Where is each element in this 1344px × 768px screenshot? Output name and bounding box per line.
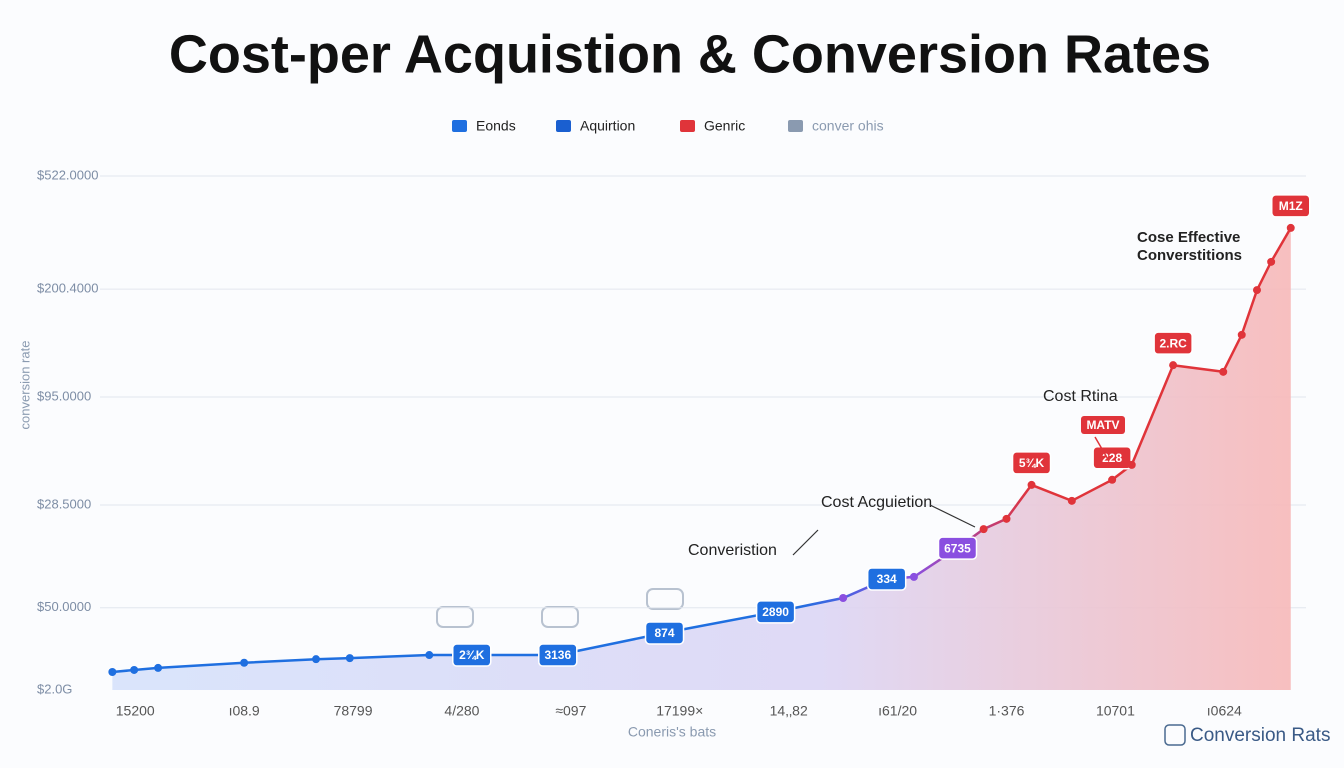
point (312, 655, 321, 664)
point (1169, 361, 1178, 370)
y-tick-label: $522.0000 (37, 167, 98, 182)
point (1067, 496, 1076, 505)
annotation: Cost Rtina (1043, 388, 1118, 405)
point-label-box (755, 600, 796, 624)
annotation-pointer (792, 529, 819, 556)
legend-swatch (452, 120, 467, 132)
annotation: Cose Effective Converstitions (1137, 229, 1242, 264)
point-label-box (644, 621, 685, 645)
point-label-box (1153, 331, 1193, 355)
point (1267, 257, 1276, 266)
legend-label: Aquirtion (580, 118, 635, 134)
legend-label: conver ohis (812, 118, 884, 134)
point (909, 572, 918, 581)
point (979, 525, 988, 534)
x-tick-label: 78799 (334, 703, 373, 719)
point-label: M1Z (1279, 199, 1303, 213)
point (108, 668, 117, 677)
point-label-box (937, 536, 978, 560)
y-tick-label: $28.5000 (37, 496, 91, 511)
x-tick-label: ı0624 (1207, 703, 1242, 719)
legend-swatch (788, 120, 803, 132)
y-tick-label: $50.0000 (37, 599, 91, 614)
point-label-box (866, 567, 907, 591)
x-tick-label: 15200 (116, 703, 155, 719)
chart-title: Cost-per Acquistion & Conversion Rates (169, 24, 1211, 84)
point-label: 334 (877, 572, 897, 586)
legend-label: Genric (704, 118, 745, 134)
y-tick-label: $2.0G (37, 681, 72, 696)
point (1108, 475, 1117, 484)
point (1027, 480, 1036, 489)
footer-icon (1164, 724, 1186, 746)
x-tick-label: 1·376 (989, 703, 1025, 719)
point-label-box (538, 643, 578, 667)
car-icons (436, 588, 684, 628)
point (345, 654, 354, 663)
annotation: Converistion (688, 542, 777, 559)
point (130, 665, 139, 674)
point (154, 663, 163, 672)
annotation: MATV (1086, 418, 1119, 432)
legend-swatch (556, 120, 571, 132)
point (1127, 460, 1136, 469)
point-label: 6735 (944, 541, 971, 555)
legend-swatch (680, 120, 695, 132)
annotation-box (1081, 416, 1125, 434)
annotation: Cost Acguietion (821, 494, 932, 511)
x-tick-label: ≈097 (555, 703, 586, 719)
x-tick-label: 14,‚82 (770, 703, 808, 719)
point (1219, 367, 1228, 376)
point (839, 593, 848, 602)
x-tick-label: ı08.9 (229, 703, 260, 719)
point (1286, 223, 1295, 232)
legend-label: Eonds (476, 118, 516, 134)
point-label: 228 (1102, 451, 1122, 465)
point (240, 658, 249, 667)
x-axis-label: Coneris's bats (628, 724, 716, 740)
point (1252, 286, 1261, 295)
annotation-pointer (929, 504, 976, 528)
point-label: 2¾K (459, 648, 485, 662)
point-label-box (452, 643, 492, 667)
x-tick-label: 17199× (656, 703, 703, 719)
point-label: 2890 (762, 605, 789, 619)
x-tick-label: ı61/20 (878, 703, 917, 719)
point-label-box (1271, 194, 1311, 218)
x-tick-label: 4/280 (444, 703, 479, 719)
point-label: 5¾K (1019, 456, 1045, 470)
point (425, 651, 434, 660)
point (1237, 330, 1246, 339)
annotation-arrow (1094, 436, 1110, 462)
x-tick-label: 10701 (1096, 703, 1135, 719)
area (112, 227, 1291, 690)
y-axis-label: conversion rate (17, 341, 32, 430)
y-tick-label: $95.0000 (37, 388, 91, 403)
point-label: 874 (655, 626, 675, 640)
point (1002, 514, 1011, 523)
y-tick-label: $200.4000 (37, 281, 98, 296)
point-label: 3136 (544, 648, 571, 662)
footer: Conversion Rats (1190, 725, 1330, 746)
point-label: 2.RC (1159, 336, 1187, 350)
point-label-box (1092, 446, 1132, 470)
point-label-box (1011, 451, 1052, 475)
